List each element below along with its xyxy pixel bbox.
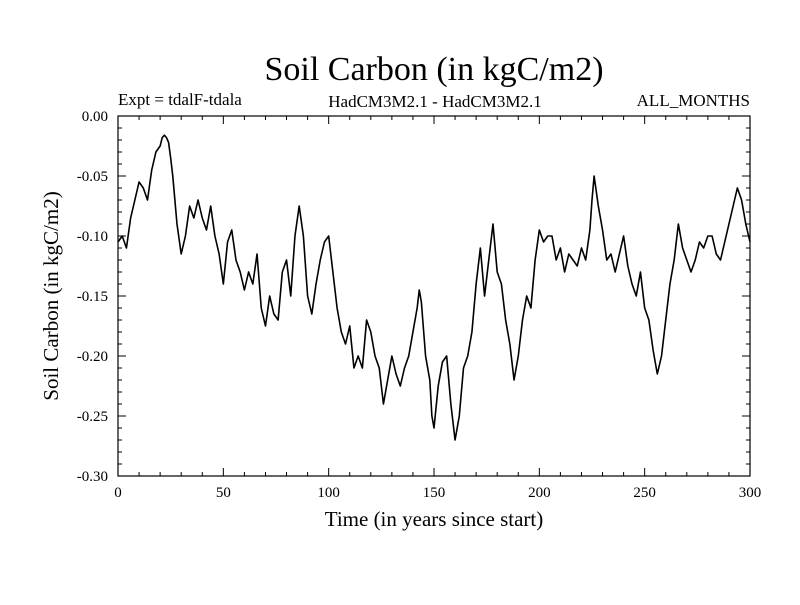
model-label: HadCM3M2.1 - HadCM3M2.1 <box>328 92 541 111</box>
x-tick-label: 50 <box>216 485 231 501</box>
axis-tick-labels: 0 50 100 150 200 250 300 0.00 -0.05 -0.10 -0.15 -0.… <box>77 109 762 501</box>
x-tick-label: 100 <box>317 485 340 501</box>
x-axis-label: Time (in years since start) <box>325 507 544 531</box>
y-tick-label: -0.25 <box>77 409 108 425</box>
x-tick-label: 150 <box>423 485 446 501</box>
months-label: ALL_MONTHS <box>637 91 750 110</box>
y-tick-label: -0.20 <box>77 349 108 365</box>
y-tick-label: 0.00 <box>82 109 108 125</box>
x-tick-label: 250 <box>633 485 656 501</box>
y-tick-label: -0.15 <box>77 289 108 305</box>
y-tick-label: -0.05 <box>77 169 108 185</box>
chart-title: Soil Carbon (in kgC/m2) <box>264 51 603 88</box>
expt-label: Expt = tdalF-tdala <box>118 90 242 109</box>
y-axis-label: Soil Carbon (in kgC/m2) <box>39 191 63 400</box>
axis-ticks <box>117 115 751 477</box>
x-tick-label: 0 <box>114 485 122 501</box>
x-tick-label: 200 <box>528 485 551 501</box>
x-tick-label: 300 <box>739 485 762 501</box>
soil-carbon-series-line <box>117 134 751 441</box>
y-tick-label: -0.30 <box>77 469 108 485</box>
y-tick-label: -0.10 <box>77 229 108 245</box>
